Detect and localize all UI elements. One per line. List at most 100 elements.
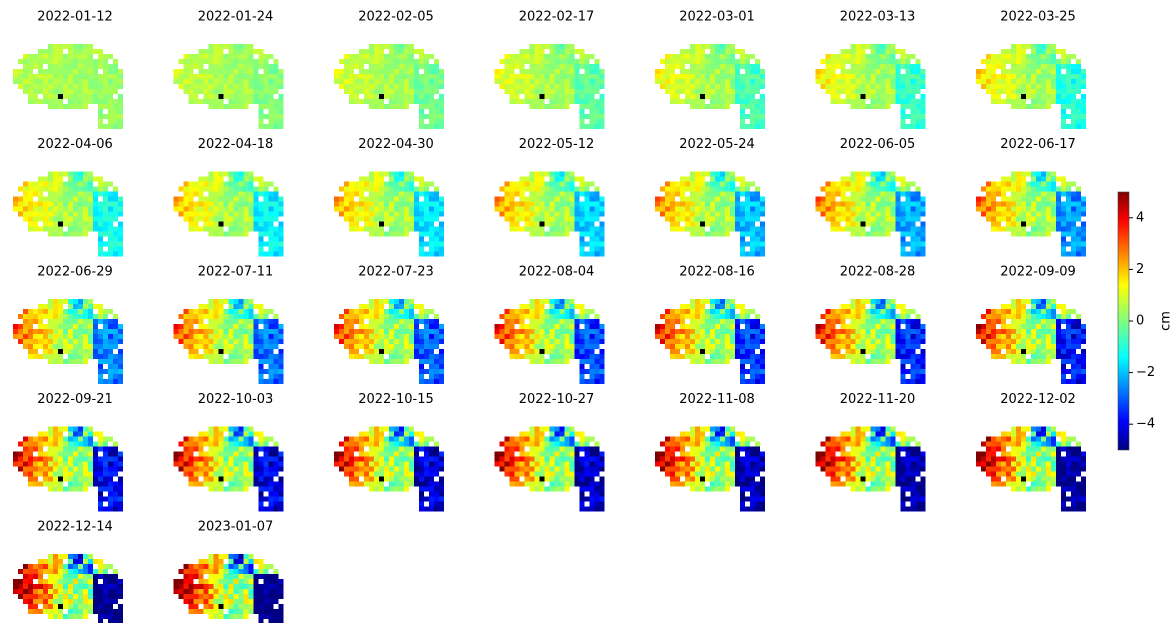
map-cell	[118, 84, 123, 89]
map-cell	[229, 187, 234, 192]
map-cell	[510, 182, 515, 187]
map-cell	[1011, 222, 1016, 227]
map-cell	[229, 227, 234, 232]
map-cell	[540, 354, 545, 359]
map-cell	[1001, 64, 1006, 69]
map-cell	[725, 309, 730, 314]
map-cell	[33, 59, 38, 64]
map-cell	[174, 202, 179, 207]
map-cell	[565, 182, 570, 187]
map-cell	[871, 344, 876, 349]
map-cell	[219, 172, 224, 177]
map-cell	[585, 124, 590, 129]
map-cell	[881, 232, 886, 237]
map-cell	[424, 222, 429, 227]
map-cell	[249, 74, 254, 79]
map-cell	[600, 379, 605, 384]
map-cell	[429, 252, 434, 257]
map-cell	[73, 69, 78, 74]
map-cell	[740, 247, 745, 252]
map-cell	[43, 202, 48, 207]
map-cell	[600, 237, 605, 242]
map-cell	[384, 94, 389, 99]
map-cell	[856, 192, 861, 197]
map-cell	[685, 99, 690, 104]
map-cell	[555, 172, 560, 177]
map-cell	[429, 99, 434, 104]
map-cell	[851, 349, 856, 354]
map-cell	[439, 379, 444, 384]
map-cell	[821, 329, 826, 334]
map-cell	[866, 329, 871, 334]
map-cell	[1061, 59, 1066, 64]
map-cell	[274, 202, 279, 207]
map-cell	[1001, 304, 1006, 309]
map-cell	[1051, 54, 1056, 59]
map-cell	[1031, 202, 1036, 207]
map-cell	[374, 197, 379, 202]
map-cell	[73, 212, 78, 217]
map-cell	[866, 309, 871, 314]
map-cell	[434, 64, 439, 69]
map-cell	[685, 349, 690, 354]
map-cell	[1016, 202, 1021, 207]
map-cell	[58, 334, 63, 339]
map-cell	[906, 69, 911, 74]
map-cell	[570, 227, 575, 232]
map-cell	[505, 334, 510, 339]
map-cell	[359, 89, 364, 94]
map-cell	[871, 324, 876, 329]
map-cell	[861, 182, 866, 187]
map-cell	[570, 339, 575, 344]
map-cell	[575, 314, 580, 319]
map-cell	[871, 99, 876, 104]
map-cell	[224, 222, 229, 227]
map-cell	[550, 339, 555, 344]
map-cell	[921, 109, 926, 114]
map-cell	[530, 69, 535, 74]
map-cell	[1016, 182, 1021, 187]
map-cell	[364, 309, 369, 314]
map-cell	[103, 324, 108, 329]
map-cell	[861, 227, 866, 232]
map-cell	[118, 69, 123, 74]
map-cell	[73, 187, 78, 192]
map-cell	[38, 319, 43, 324]
map-cell	[219, 44, 224, 49]
map-cell	[570, 207, 575, 212]
map-cell	[219, 197, 224, 202]
map-cell	[1076, 212, 1081, 217]
map-cell	[755, 207, 760, 212]
map-cell	[505, 319, 510, 324]
map-cell	[1011, 182, 1016, 187]
map-cell	[389, 314, 394, 319]
map-cell	[670, 222, 675, 227]
map-cell	[214, 324, 219, 329]
map-cell	[274, 109, 279, 114]
map-cell	[118, 119, 123, 124]
map-cell	[274, 79, 279, 84]
map-cell	[981, 212, 986, 217]
map-cell	[58, 232, 63, 237]
map-cell	[108, 354, 113, 359]
map-cell	[214, 79, 219, 84]
map-cell	[675, 187, 680, 192]
map-cell	[68, 344, 73, 349]
map-cell	[184, 202, 189, 207]
map-cell	[705, 212, 710, 217]
map-cell	[374, 89, 379, 94]
map-cell	[725, 89, 730, 94]
map-cell	[98, 124, 103, 129]
map-cell	[710, 299, 715, 304]
map-cell	[585, 324, 590, 329]
map-cell	[906, 124, 911, 129]
map-cell	[414, 212, 419, 217]
map-cell	[545, 59, 550, 64]
map-cell	[730, 94, 735, 99]
map-cell	[1011, 99, 1016, 104]
map-cell	[1061, 217, 1066, 222]
map-cell	[690, 197, 695, 202]
map-cell	[846, 74, 851, 79]
map-cell	[379, 207, 384, 212]
map-cell	[896, 319, 901, 324]
